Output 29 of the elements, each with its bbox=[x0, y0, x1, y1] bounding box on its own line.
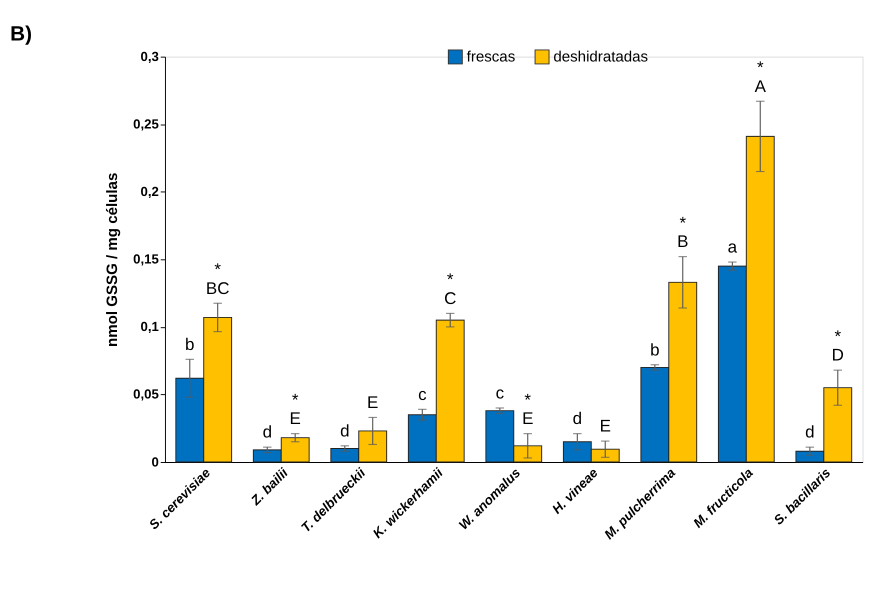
data-label: d bbox=[262, 422, 272, 442]
y-axis-title: nmol GSSG / mg células bbox=[104, 172, 122, 347]
y-tick-label: 0,1 bbox=[140, 319, 159, 334]
data-label: b bbox=[185, 334, 194, 354]
y-tick-label: 0,2 bbox=[140, 184, 159, 200]
legend-label: deshidratadas bbox=[553, 48, 648, 66]
data-label: c bbox=[496, 384, 505, 403]
data-label: d bbox=[805, 422, 815, 442]
text: * A bbox=[754, 58, 766, 96]
data-label: b bbox=[650, 340, 660, 360]
legend-label: frescas bbox=[466, 48, 516, 66]
y-tick-label: 0,15 bbox=[133, 252, 159, 267]
text: * E bbox=[290, 390, 301, 428]
data-label: a bbox=[728, 238, 738, 257]
y-tick-label: 0,05 bbox=[133, 386, 159, 402]
chart-title: B) bbox=[10, 22, 32, 46]
y-tick-label: 0,3 bbox=[140, 48, 159, 64]
data-label: c bbox=[418, 384, 428, 404]
data-label: E bbox=[600, 416, 611, 436]
data-label: E bbox=[367, 393, 378, 412]
text: * D bbox=[832, 326, 844, 365]
data-label: d bbox=[340, 421, 350, 440]
text: * BC bbox=[206, 260, 230, 298]
y-tick-label: 0 bbox=[152, 454, 159, 470]
text: * C bbox=[444, 270, 456, 308]
text: * E bbox=[522, 390, 534, 428]
data-label: d bbox=[572, 409, 582, 428]
text: * B bbox=[677, 213, 688, 252]
y-tick-label: 0,25 bbox=[133, 116, 159, 132]
